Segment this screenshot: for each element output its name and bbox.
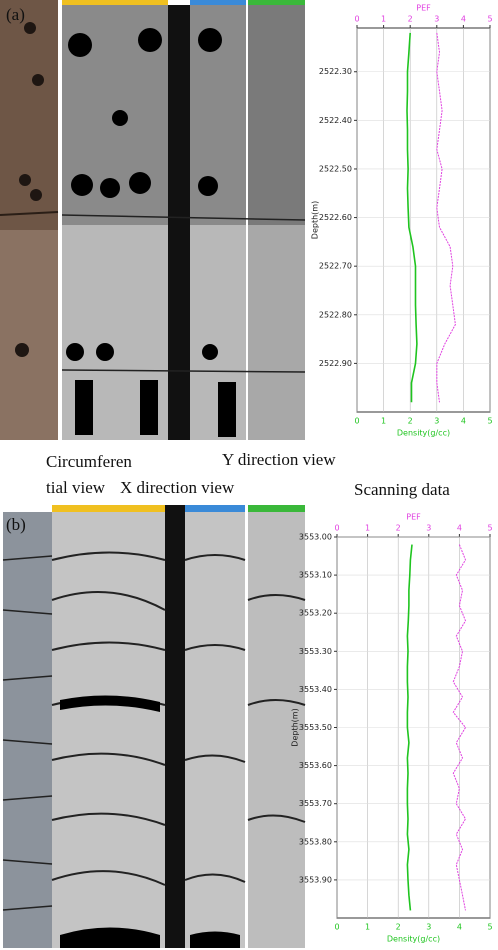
y-tick-label: 3553.10 — [299, 571, 332, 580]
log-curve — [452, 544, 467, 911]
x2-tick-label: 3 — [434, 15, 439, 24]
caption: X direction view — [120, 478, 235, 497]
panel-label: (b) — [6, 515, 26, 534]
y-tick-label: 3553.70 — [299, 799, 332, 808]
caption: tial view — [46, 478, 106, 497]
y-tick-label: 3553.60 — [299, 761, 332, 770]
x2-tick-label: 4 — [457, 524, 462, 533]
x2-axis-title: PEF — [416, 4, 431, 13]
y-tick-label: 2522.90 — [319, 359, 352, 368]
x-tick-label: 4 — [457, 923, 462, 932]
core-images-b — [2, 505, 306, 948]
x-tick-label: 2 — [408, 417, 413, 426]
x2-tick-label: 1 — [381, 15, 386, 24]
log-curve — [406, 32, 418, 403]
y-tick-label: 2522.70 — [319, 262, 352, 271]
y-tick-label: 2522.50 — [319, 164, 352, 173]
x2-tick-label: 3 — [426, 524, 431, 533]
caption: Scanning data — [354, 480, 450, 499]
y-tick-label: 2522.80 — [319, 310, 352, 319]
x-tick-label: 3 — [426, 923, 431, 932]
y-tick-label: 3553.50 — [299, 723, 332, 732]
x-tick-label: 0 — [354, 417, 359, 426]
y-tick-label: 3553.20 — [299, 609, 332, 618]
y-tick-label: 3553.30 — [299, 647, 332, 656]
y-tick-label: 2522.30 — [319, 67, 352, 76]
x2-tick-label: 2 — [408, 15, 413, 24]
log-curve — [406, 544, 413, 911]
x-tick-label: 2 — [396, 923, 401, 932]
x2-tick-label: 4 — [461, 15, 466, 24]
y-tick-label: 3553.00 — [299, 533, 332, 542]
x-tick-label: 1 — [365, 923, 370, 932]
x-tick-label: 3 — [434, 417, 439, 426]
x-axis-title: Density(g/cc) — [387, 935, 440, 944]
y-tick-label: 2522.60 — [319, 213, 352, 222]
x2-axis-title: PEF — [406, 513, 421, 522]
plot-area — [356, 27, 491, 413]
x-tick-label: 1 — [381, 417, 386, 426]
x2-tick-label: 1 — [365, 524, 370, 533]
caption: Circumferen — [46, 452, 132, 471]
caption: Y direction view — [222, 450, 336, 469]
y-tick-label: 2522.40 — [319, 116, 352, 125]
y-axis-title: Depth(m) — [291, 708, 300, 746]
x2-tick-label: 0 — [354, 15, 359, 24]
x2-tick-label: 0 — [334, 524, 339, 533]
x-tick-label: 5 — [487, 417, 492, 426]
x-tick-label: 0 — [334, 923, 339, 932]
x2-tick-label: 2 — [396, 524, 401, 533]
y-axis-title: Depth(m) — [311, 201, 320, 239]
x-tick-label: 5 — [487, 923, 492, 932]
x2-tick-label: 5 — [487, 524, 492, 533]
x-tick-label: 4 — [461, 417, 466, 426]
log-curve — [436, 32, 456, 403]
panel-label: (a) — [6, 5, 25, 24]
x-axis-title: Density(g/cc) — [397, 429, 450, 438]
core-images-a — [0, 0, 306, 440]
y-tick-label: 3553.90 — [299, 875, 332, 884]
x2-tick-label: 5 — [487, 15, 492, 24]
y-tick-label: 3553.80 — [299, 837, 332, 846]
y-tick-label: 3553.40 — [299, 685, 332, 694]
